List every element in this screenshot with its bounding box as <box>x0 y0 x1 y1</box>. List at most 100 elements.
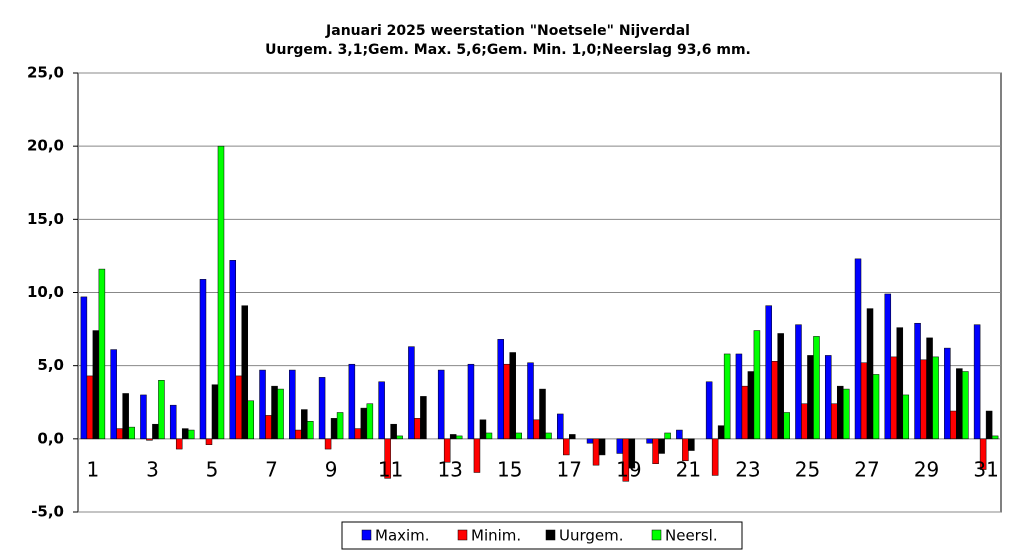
bar <box>455 435 463 440</box>
bar <box>563 438 570 456</box>
bar <box>598 438 606 456</box>
x-tick-label: 11 <box>378 457 403 481</box>
bar <box>443 438 451 463</box>
bar <box>765 305 772 440</box>
x-tick-label: 19 <box>616 457 641 481</box>
x-tick-label: 29 <box>914 457 939 481</box>
bar <box>735 353 743 440</box>
bar <box>884 293 892 440</box>
y-tick-label: 5,0 <box>37 356 64 374</box>
bar <box>217 145 225 440</box>
bar <box>717 425 725 440</box>
legend-label: Neersl. <box>665 527 718 545</box>
bar <box>628 438 636 469</box>
bar <box>158 380 165 440</box>
bar <box>271 385 278 440</box>
y-tick-label: 20,0 <box>27 137 64 155</box>
bar <box>557 413 564 440</box>
x-tick-label: 15 <box>497 457 522 481</box>
bar <box>307 421 314 440</box>
bar <box>408 346 415 440</box>
bar <box>140 394 147 440</box>
bar <box>277 388 284 440</box>
bar <box>473 438 481 473</box>
bar <box>813 336 820 440</box>
bar <box>360 407 368 440</box>
bar <box>962 371 969 440</box>
bar <box>86 375 94 440</box>
bar <box>586 438 594 444</box>
bar <box>783 412 790 440</box>
bar <box>497 339 504 440</box>
y-tick-label: 10,0 <box>27 283 64 301</box>
x-tick-label: 31 <box>973 457 998 481</box>
bar <box>187 429 195 440</box>
bar <box>199 279 207 440</box>
bar <box>181 428 189 440</box>
bar <box>301 409 308 440</box>
bar <box>122 393 129 440</box>
bar <box>830 403 838 440</box>
bar <box>396 435 403 440</box>
x-tick-label: 13 <box>437 457 462 481</box>
bar <box>932 356 939 440</box>
bar <box>890 356 898 440</box>
bar <box>318 377 326 440</box>
legend-label: Uurgem. <box>559 527 624 545</box>
bar <box>705 381 713 440</box>
bar <box>485 432 493 440</box>
y-tick-label: 25,0 <box>27 64 64 82</box>
bar <box>592 438 600 466</box>
bar <box>545 432 552 440</box>
legend-swatch <box>651 529 662 541</box>
bar <box>836 385 844 440</box>
bar <box>152 423 159 440</box>
bar <box>414 418 421 440</box>
bar <box>824 355 832 440</box>
y-tick-label: 15,0 <box>27 210 64 228</box>
bar <box>896 327 904 440</box>
bar <box>235 375 243 440</box>
bar <box>676 429 683 440</box>
bar <box>777 333 784 440</box>
x-tick-label: 17 <box>557 457 582 481</box>
bar <box>324 438 332 450</box>
bar <box>711 438 719 476</box>
legend-swatch <box>361 529 372 541</box>
bar <box>98 268 106 440</box>
bar <box>747 371 755 440</box>
bar <box>509 352 516 440</box>
bar <box>872 374 880 440</box>
bar <box>723 353 731 440</box>
bar <box>688 438 695 451</box>
bar <box>390 423 397 440</box>
bar <box>348 363 356 440</box>
bar <box>842 388 850 440</box>
bar <box>110 349 117 440</box>
bar <box>527 362 534 440</box>
bar <box>902 394 910 440</box>
bar <box>533 419 540 440</box>
bar <box>914 322 921 440</box>
bar <box>503 363 510 440</box>
x-tick-label: 21 <box>676 457 701 481</box>
bar <box>259 369 266 440</box>
bar <box>991 435 999 440</box>
bar <box>211 384 219 440</box>
bar <box>205 438 213 445</box>
legend-label: Maxim. <box>375 527 430 545</box>
y-tick-label: 0,0 <box>37 429 64 447</box>
bar <box>241 305 249 440</box>
bar <box>741 385 749 440</box>
bar <box>437 369 445 440</box>
x-tick-label: 25 <box>795 457 820 481</box>
bar <box>289 369 296 440</box>
bar <box>229 260 237 440</box>
bar <box>771 361 778 440</box>
bar <box>646 438 653 444</box>
bar <box>169 404 177 440</box>
bar <box>479 419 487 440</box>
bar <box>384 438 391 479</box>
bar <box>515 432 522 440</box>
